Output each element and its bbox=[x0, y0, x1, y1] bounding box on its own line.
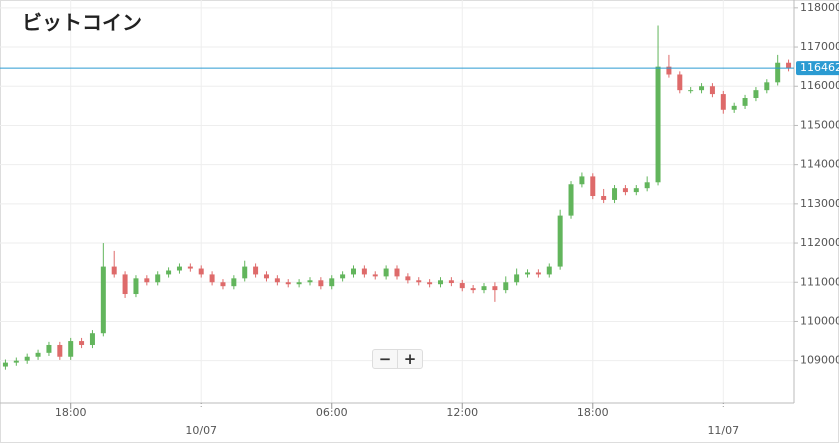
candle-body bbox=[677, 74, 683, 91]
zoom-controls: − + bbox=[372, 349, 423, 369]
candle-body bbox=[253, 266, 259, 275]
candle-body bbox=[79, 341, 85, 345]
y-tick-label: 115000.0 bbox=[800, 118, 839, 131]
candle-body bbox=[764, 82, 770, 91]
candle-body bbox=[122, 274, 128, 295]
candle-body bbox=[753, 90, 759, 99]
y-tick-label: 114000.0 bbox=[800, 158, 839, 171]
candle-body bbox=[699, 86, 705, 91]
y-tick-label: 112000.0 bbox=[800, 236, 839, 249]
candle-body bbox=[220, 282, 226, 287]
zoom-out-button[interactable]: − bbox=[378, 350, 392, 368]
candle-body bbox=[514, 274, 520, 283]
candle-body bbox=[89, 333, 95, 345]
last-price-box bbox=[796, 61, 839, 76]
y-tick-label: 113000.0 bbox=[800, 197, 839, 210]
y-tick-label: 117000.0 bbox=[800, 40, 839, 53]
candle-body bbox=[601, 196, 607, 200]
candle-body bbox=[340, 274, 346, 279]
candle-body bbox=[742, 98, 748, 106]
x-tick-label: 06:00 bbox=[316, 406, 348, 419]
candle-body bbox=[209, 274, 215, 283]
candle-body bbox=[318, 280, 324, 287]
candle-body bbox=[459, 283, 465, 289]
candle-body bbox=[361, 268, 367, 275]
candle-body bbox=[481, 286, 487, 291]
candle-body bbox=[720, 94, 726, 110]
candle-body bbox=[155, 274, 161, 283]
x-tick-label: 12:00 bbox=[446, 406, 478, 419]
candle-body bbox=[350, 268, 356, 275]
candle-body bbox=[535, 272, 541, 275]
candle-body bbox=[198, 268, 204, 275]
candle-body bbox=[35, 352, 41, 357]
candle-body bbox=[274, 278, 280, 283]
y-tick-label: 116000.0 bbox=[800, 79, 839, 92]
candle-body bbox=[285, 282, 291, 285]
x-tick-label: 18:00 bbox=[55, 406, 87, 419]
candle-body bbox=[13, 360, 19, 363]
candle-body bbox=[492, 286, 498, 291]
candle-body bbox=[231, 278, 237, 287]
candle-body bbox=[612, 188, 618, 200]
candle-body bbox=[666, 66, 672, 75]
last-price-label: 116462.5 bbox=[800, 61, 839, 74]
candle-body bbox=[57, 344, 63, 357]
x-tick-label: 10/07 bbox=[185, 424, 217, 437]
candle-body bbox=[100, 266, 106, 334]
candle-body bbox=[24, 356, 30, 361]
candle-body bbox=[68, 341, 74, 357]
candle-body bbox=[655, 66, 661, 183]
candle-body bbox=[557, 215, 563, 267]
candle-body bbox=[775, 62, 781, 83]
candle-body bbox=[546, 266, 552, 275]
x-tick-label: 18:00 bbox=[577, 406, 609, 419]
candle-body bbox=[438, 280, 444, 285]
y-tick-label: 111000.0 bbox=[800, 275, 839, 288]
candle-body bbox=[622, 188, 628, 193]
candle-body bbox=[731, 105, 737, 110]
candle-body bbox=[187, 266, 193, 269]
candle-body bbox=[166, 270, 172, 275]
candle-body bbox=[2, 362, 8, 367]
candle-body bbox=[372, 274, 378, 277]
candle-body bbox=[525, 272, 531, 275]
candle-body bbox=[242, 266, 248, 279]
candle-body bbox=[579, 176, 585, 185]
candle-body bbox=[111, 266, 117, 275]
candle-body bbox=[503, 282, 509, 291]
candle-body bbox=[470, 288, 476, 291]
candle-body bbox=[590, 176, 596, 197]
candle-body bbox=[296, 282, 302, 285]
candle-body bbox=[786, 62, 792, 69]
candle-body bbox=[46, 344, 52, 353]
x-tick-label: 11/07 bbox=[707, 424, 739, 437]
candle-body bbox=[644, 182, 650, 189]
candle-body bbox=[144, 278, 150, 283]
candle-body bbox=[329, 278, 335, 287]
candle-body bbox=[633, 188, 639, 193]
candle-body bbox=[568, 184, 574, 216]
y-tick-label: 110000.0 bbox=[800, 314, 839, 327]
zoom-in-button[interactable]: + bbox=[397, 350, 422, 368]
y-tick-label: 118000.0 bbox=[800, 1, 839, 14]
candle-body bbox=[394, 268, 400, 277]
y-tick-label: 109000.0 bbox=[800, 354, 839, 367]
candle-body bbox=[176, 266, 182, 271]
candle-body bbox=[416, 280, 422, 283]
chart-title: ビットコイン bbox=[22, 11, 142, 35]
candle-body bbox=[133, 278, 139, 295]
candle-body bbox=[263, 274, 269, 279]
candle-body bbox=[307, 280, 313, 283]
candle-body bbox=[405, 276, 411, 281]
candle-body bbox=[383, 268, 389, 277]
candle-body bbox=[427, 282, 433, 285]
candle-body bbox=[448, 280, 454, 284]
candle-body bbox=[709, 86, 715, 95]
candle-body bbox=[688, 90, 694, 92]
